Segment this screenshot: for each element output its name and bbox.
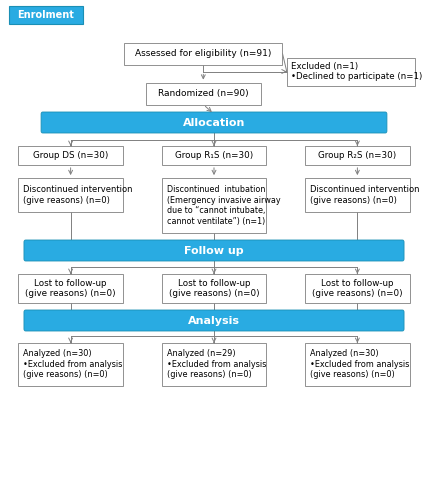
Text: Lost to follow-up
(give reasons) (n=0): Lost to follow-up (give reasons) (n=0) — [169, 279, 259, 298]
Text: Assessed for eligibility (n=91): Assessed for eligibility (n=91) — [135, 49, 271, 58]
FancyBboxPatch shape — [305, 146, 410, 165]
Text: Randomized (n=90): Randomized (n=90) — [158, 89, 249, 98]
FancyBboxPatch shape — [24, 310, 404, 331]
Text: Group DS (n=30): Group DS (n=30) — [33, 151, 108, 160]
FancyBboxPatch shape — [287, 58, 415, 86]
FancyBboxPatch shape — [41, 112, 387, 133]
FancyBboxPatch shape — [161, 274, 266, 303]
Text: Lost to follow-up
(give reasons) (n=0): Lost to follow-up (give reasons) (n=0) — [312, 279, 403, 298]
Text: Group R₂S (n=30): Group R₂S (n=30) — [318, 151, 396, 160]
FancyBboxPatch shape — [305, 178, 410, 212]
Text: Discontinued  intubation
(Emergency invasive airway
due to “cannot intubate,
can: Discontinued intubation (Emergency invas… — [167, 186, 280, 226]
Text: Follow up: Follow up — [184, 246, 244, 256]
Text: Discontinued intervention
(give reasons) (n=0): Discontinued intervention (give reasons)… — [310, 186, 419, 204]
Text: Lost to follow-up
(give reasons) (n=0): Lost to follow-up (give reasons) (n=0) — [25, 279, 116, 298]
Text: Excluded (n=1)
•Declined to participate (n=1): Excluded (n=1) •Declined to participate … — [291, 62, 422, 81]
FancyBboxPatch shape — [18, 343, 123, 386]
FancyBboxPatch shape — [24, 240, 404, 261]
FancyBboxPatch shape — [18, 178, 123, 212]
FancyBboxPatch shape — [161, 343, 266, 386]
Text: Analyzed (n=30)
•Excluded from analysis
(give reasons) (n=0): Analyzed (n=30) •Excluded from analysis … — [310, 350, 410, 379]
FancyBboxPatch shape — [124, 42, 282, 64]
FancyBboxPatch shape — [146, 82, 261, 104]
Text: Analyzed (n=30)
•Excluded from analysis
(give reasons) (n=0): Analyzed (n=30) •Excluded from analysis … — [24, 350, 123, 379]
Text: Enrolment: Enrolment — [18, 10, 74, 20]
Text: Analyzed (n=29)
•Excluded from analysis
(give reasons) (n=0): Analyzed (n=29) •Excluded from analysis … — [167, 350, 266, 379]
Text: Group R₁S (n=30): Group R₁S (n=30) — [175, 151, 253, 160]
Text: Analysis: Analysis — [188, 316, 240, 326]
FancyBboxPatch shape — [161, 146, 266, 165]
Text: Allocation: Allocation — [183, 118, 245, 128]
FancyBboxPatch shape — [9, 6, 83, 24]
FancyBboxPatch shape — [305, 343, 410, 386]
FancyBboxPatch shape — [161, 178, 266, 233]
FancyBboxPatch shape — [18, 274, 123, 303]
Text: Discontinued intervention
(give reasons) (n=0): Discontinued intervention (give reasons)… — [24, 186, 133, 204]
FancyBboxPatch shape — [18, 146, 123, 165]
FancyBboxPatch shape — [305, 274, 410, 303]
